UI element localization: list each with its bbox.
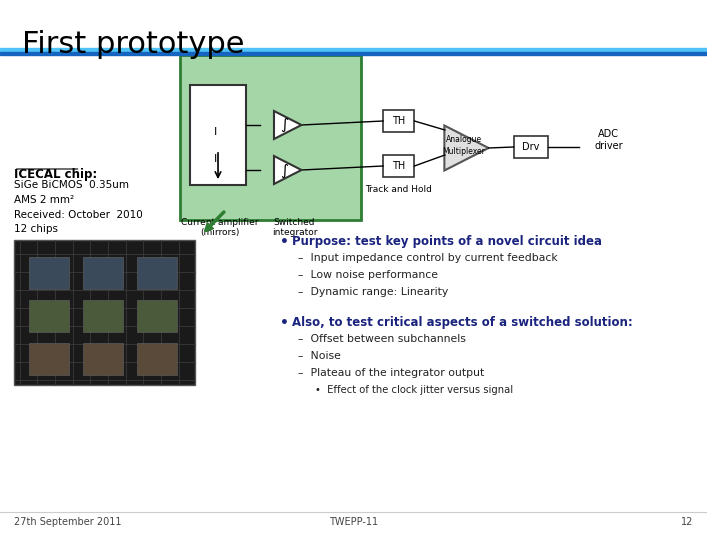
Text: ∫: ∫ [280,163,288,178]
Text: Analogue: Analogue [446,136,482,145]
Text: –  Noise: – Noise [297,351,341,361]
Text: –  Plateau of the integrator output: – Plateau of the integrator output [297,368,484,378]
Bar [84,300,122,332]
Text: Multiplexer: Multiplexer [442,147,485,157]
Text: Track and Hold: Track and Hold [365,185,432,194]
Text: ADC
driver: ADC driver [595,129,624,151]
Text: –  Dynamic range: Linearity: – Dynamic range: Linearity [297,287,448,297]
Text: 27th September 2011: 27th September 2011 [14,517,121,527]
Bar [30,343,68,375]
Bar [383,110,415,132]
Bar [30,300,68,332]
Text: –  Low noise performance: – Low noise performance [297,270,438,280]
Bar [0,52,707,55]
Text: SiGe BiCMOS  0.35um
AMS 2 mm²
Received: October  2010
12 chips: SiGe BiCMOS 0.35um AMS 2 mm² Received: O… [14,180,143,234]
Text: Current amplifier
(mirrors): Current amplifier (mirrors) [181,218,258,238]
Text: •  Effect of the clock jitter versus signal: • Effect of the clock jitter versus sign… [315,385,513,395]
Text: I: I [214,154,217,164]
Bar [0,48,707,52]
Polygon shape [274,156,302,184]
Bar [84,343,122,375]
Bar [84,257,122,289]
Bar [138,300,177,332]
Text: Also, to test critical aspects of a switched solution:: Also, to test critical aspects of a swit… [292,316,632,329]
Text: TH: TH [392,116,405,126]
Text: Switched
integrator: Switched integrator [272,218,318,238]
Text: Drv: Drv [521,142,539,152]
Text: I: I [214,127,217,137]
Text: ICECAL chip:: ICECAL chip: [14,168,97,181]
Text: ∫: ∫ [280,118,288,132]
Bar [138,257,177,289]
Text: •: • [280,235,289,249]
Bar [513,136,548,158]
Bar [14,240,195,385]
Text: First prototype: First prototype [22,30,244,59]
Text: TH: TH [392,161,405,171]
Text: –  Input impedance control by current feedback: – Input impedance control by current fee… [297,253,557,263]
Polygon shape [274,111,302,139]
Text: Purpose: test key points of a novel circuit idea: Purpose: test key points of a novel circ… [292,235,602,248]
Bar [189,85,246,185]
Bar [383,155,415,177]
FancyBboxPatch shape [180,55,361,220]
Polygon shape [444,125,489,171]
Text: TWEPP-11: TWEPP-11 [329,517,378,527]
Text: –  Offset between subchannels: – Offset between subchannels [297,334,465,344]
Bar [138,343,177,375]
Text: 12: 12 [681,517,693,527]
Text: •: • [280,316,289,330]
Bar [30,257,68,289]
